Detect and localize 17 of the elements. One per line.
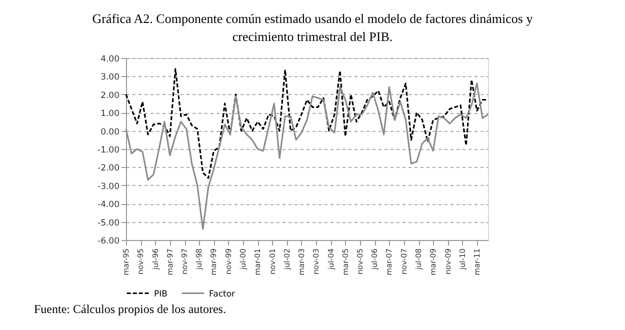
y-tick-label: -6.00 (98, 236, 120, 246)
y-tick-label: -1.00 (98, 146, 120, 156)
line-series (125, 68, 489, 179)
y-tick-label: 1.00 (100, 109, 120, 120)
y-tick-label: -5.00 (98, 218, 120, 228)
y-tick-label: 3.00 (100, 72, 120, 83)
y-tick-label: 2.00 (100, 90, 120, 101)
legend-label: Factor (209, 289, 236, 300)
source-note: Fuente: Cálculos propios de los autores. (34, 302, 227, 317)
y-tick-label: -2.00 (98, 164, 120, 174)
y-tick-label: -3.00 (98, 182, 120, 192)
chart-title: Gráfica A2. Componente común estimado usando el modelo de factores dinámicos y crecimiento trimestral del PIB. (91, 10, 534, 46)
line-series (125, 82, 489, 230)
y-tick-label: 4.00 (100, 54, 120, 64)
y-tick-label: 0.00 (100, 127, 120, 138)
legend-label: PIB (154, 289, 168, 300)
y-tick-label: -4.00 (98, 200, 120, 210)
